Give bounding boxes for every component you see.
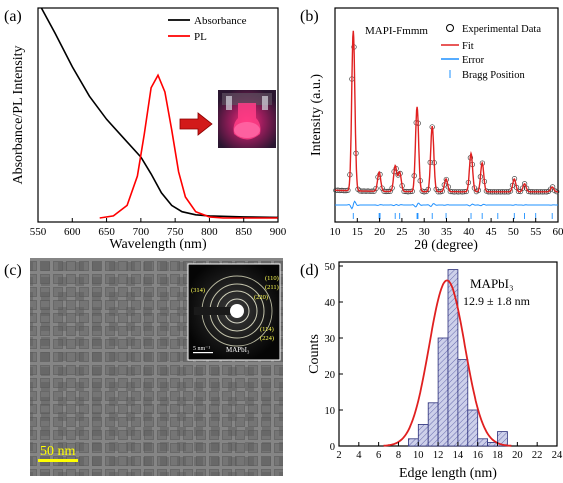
- chart-b-xtick-label: 30: [419, 226, 431, 238]
- chart-b-xtick-label: 40: [463, 226, 475, 238]
- chart-a-xtick-label: 900: [270, 226, 287, 238]
- chart-d-annotation: 12.9 ± 1.8 nm: [463, 294, 531, 308]
- chart-d-xtick-label: 18: [492, 450, 503, 461]
- vial-photo: [218, 90, 276, 148]
- histogram-bar: [417, 423, 429, 447]
- histogram-bar: [427, 402, 439, 447]
- chart-d-ytick-label: 50: [325, 262, 336, 273]
- chart-d-ytick-label: 20: [325, 370, 336, 381]
- histogram-bar: [477, 438, 489, 447]
- ring-label-211: (211): [265, 284, 279, 291]
- chart-b-xtick-label: 20: [374, 226, 386, 238]
- experimental-point: [521, 181, 528, 187]
- saed-inset: (110) (211) (220) (314) (114) (224) 5 nm…: [187, 263, 281, 361]
- chart-b-legend: Experimental Data Fit Error Bragg Positi…: [441, 24, 541, 81]
- chart-d-xtick-label: 16: [472, 450, 483, 461]
- chart-b-title: MAPI-Fmmm: [365, 25, 428, 37]
- experimental-point: [519, 185, 526, 191]
- chart-d-xtick-label: 12: [433, 450, 444, 461]
- histogram-bar: [467, 409, 479, 447]
- histogram-bar: [497, 431, 508, 447]
- tem-image-panel: 50 nm (110) (211) (220) (314) (114) (224…: [30, 258, 283, 476]
- chart-a: 550 600 650 700 750 800 850 900 Wavelength (nm)…: [11, 7, 287, 252]
- arrow-icon: [179, 112, 213, 136]
- chart-b: 10 15 20 25 30 35 40 45 50 55 60 2θ (degree) Inten…: [309, 7, 563, 253]
- legend-label-fit: Fit: [462, 41, 474, 52]
- legend-label-error: Error: [462, 55, 485, 66]
- legend-label-pl: PL: [194, 31, 207, 43]
- histogram-bar: [407, 438, 419, 447]
- chart-b-ylabel: Intensity (a.u.): [309, 74, 324, 156]
- ring-label-224: (224): [260, 335, 274, 342]
- chart-d-xtick-label: 22: [532, 450, 543, 461]
- chart-b-xtick-label: 55: [530, 226, 542, 238]
- histogram-bar: [447, 269, 459, 447]
- chart-a-xtick-label: 550: [30, 226, 47, 238]
- inset-title: MAPbI₃: [226, 346, 250, 354]
- legend-swatch-experimental: [446, 24, 454, 32]
- legend-label-experimental: Experimental Data: [462, 24, 541, 35]
- experimental-point: [443, 176, 449, 183]
- chart-d-xtick-label: 24: [552, 450, 563, 461]
- histogram-bar: [437, 337, 449, 447]
- chart-d-ytick-label: 40: [325, 298, 336, 309]
- chart-a-ylabel: Absorbance/PL Intensity: [11, 45, 26, 184]
- panel-label-b: (b): [300, 8, 319, 25]
- ring-label-110: (110): [265, 275, 279, 282]
- chart-d-xtick-label: 2: [336, 450, 341, 461]
- chart-a-xtick-label: 800: [201, 226, 218, 238]
- chart-a-xtick-label: 600: [64, 226, 81, 238]
- chart-d-xlabel: Edge length (nm): [399, 466, 497, 481]
- chart-a-frame: [37, 7, 279, 223]
- experimental-point: [554, 188, 560, 195]
- legend-label-bragg: Bragg Position: [462, 70, 525, 81]
- legend-label-absorbance: Absorbance: [194, 15, 247, 27]
- chart-d-ytick-label: 10: [325, 406, 336, 417]
- chart-b-xtick-label: 25: [396, 226, 408, 238]
- panel-label-c: (c): [4, 262, 22, 279]
- ring-label-114: (114): [260, 326, 274, 333]
- panel-label-a: (a): [4, 8, 22, 25]
- experimental-point: [507, 188, 514, 194]
- scale-bar: [38, 459, 78, 462]
- chart-b-xtick-label: 60: [553, 226, 563, 238]
- histogram-bar: [457, 359, 469, 447]
- chart-a-xtick-label: 700: [133, 226, 150, 238]
- chart-b-xtick-label: 45: [486, 226, 498, 238]
- inset-scale-label: 5 nm⁻¹: [193, 346, 210, 352]
- chart-d-xtick-label: 6: [376, 450, 381, 461]
- chart-b-xlabel: 2θ (degree): [414, 238, 478, 253]
- panel-label-d: (d): [300, 262, 319, 279]
- chart-d-ylabel: Counts: [307, 334, 322, 374]
- chart-d-xtick-label: 8: [396, 450, 401, 461]
- inset-scale-bar: [193, 352, 213, 354]
- series-line-pl: [99, 73, 278, 219]
- chart-a-legend: Absorbance PL: [168, 15, 247, 43]
- chart-a-xtick-label: 650: [98, 226, 115, 238]
- scale-bar-label: 50 nm: [40, 444, 76, 459]
- chart-d-xtick-label: 20: [512, 450, 523, 461]
- ring-label-220: (220): [254, 294, 268, 301]
- chart-d-xtick-label: 10: [413, 450, 424, 461]
- chart-d-xtick-label: 4: [356, 450, 362, 461]
- chart-a-xlabel: Wavelength (nm): [109, 237, 207, 252]
- chart-b-xtick-label: 15: [352, 226, 364, 238]
- series-line-fit: [335, 30, 558, 193]
- chart-b-xtick-label: 35: [441, 226, 453, 238]
- chart-a-xtick-label: 850: [235, 226, 252, 238]
- chart-b-xtick-label: 10: [330, 226, 342, 238]
- chart-b-xtick-label: 50: [508, 226, 520, 238]
- chart-d-ytick-label: 30: [325, 334, 336, 345]
- chart-a-xtick-label: 750: [167, 226, 184, 238]
- series-line-error: [335, 200, 558, 210]
- ring-label-314: (314): [191, 287, 205, 294]
- chart-d-annotation-title: MAPbI₃: [470, 276, 514, 291]
- chart-d-xtick-label: 14: [453, 450, 464, 461]
- chart-d-ytick-label: 0: [330, 442, 335, 453]
- gaussian-fit-line: [383, 279, 512, 447]
